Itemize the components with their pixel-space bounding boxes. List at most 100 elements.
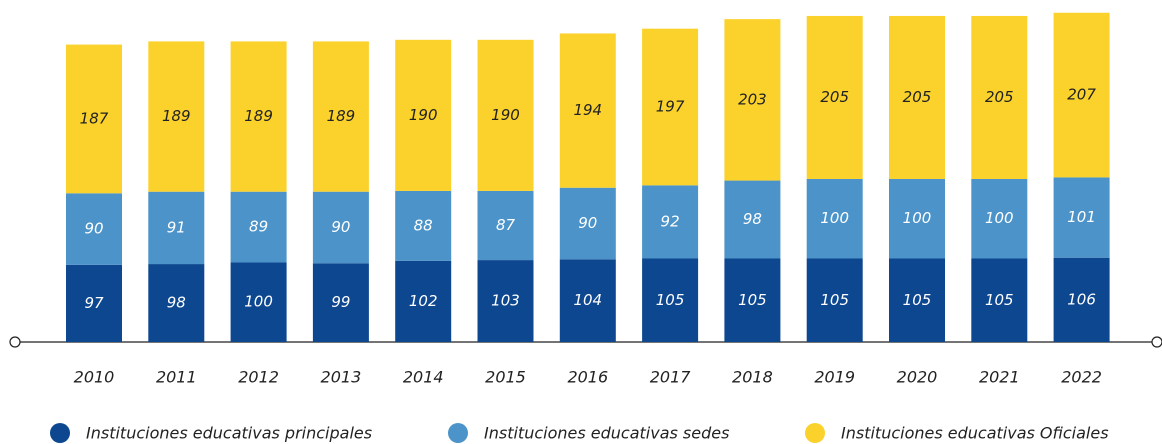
legend-swatch [448,423,468,443]
value-label: 105 [738,291,767,309]
value-label: 187 [80,109,109,127]
legend-label: Instituciones educativas sedes [484,424,729,443]
axis-end [9,336,21,348]
value-label: 88 [414,216,433,234]
axis-end [1151,336,1162,348]
bar-segment [724,19,781,181]
value-label: 205 [820,88,849,106]
value-label: 100 [985,209,1014,227]
x-tick-label: 2011 [156,368,197,387]
bar-segment [395,190,452,261]
value-label: 205 [985,88,1014,106]
bar-segment [395,260,452,342]
bar-segment [642,185,699,259]
bar-segment [806,178,863,259]
value-label: 189 [244,107,273,125]
x-tick-label: 2015 [485,368,526,387]
x-tick-label: 2013 [321,368,362,387]
legend-label: Instituciones educativas Oficiales [841,424,1109,443]
value-label: 105 [903,291,932,309]
value-label: 205 [903,88,932,106]
bar-segment [148,41,205,192]
bar-segment [1053,12,1110,178]
value-label: 87 [496,216,516,234]
bar-segment [312,263,369,342]
bar-segment [806,15,863,179]
bar-segment [395,39,452,191]
bar-segment [889,15,945,179]
value-label: 91 [167,218,186,236]
x-tick-label: 2021 [979,368,1020,387]
value-label: 90 [578,214,597,232]
bar-segment [724,258,781,342]
value-label: 203 [738,90,767,108]
bar-segment [971,15,1028,179]
bar-segment [312,191,369,264]
x-tick-label: 2010 [74,368,115,387]
bar-segment [889,178,945,259]
value-label: 99 [331,293,350,311]
x-tick-label: 2012 [238,368,279,387]
bar-segment [66,193,122,265]
bar-segment [148,264,205,342]
bar-segment [477,190,534,261]
value-label: 106 [1067,290,1096,308]
bar-segment [559,187,616,260]
x-tick-label: 2022 [1061,368,1102,387]
value-label: 103 [491,292,520,310]
x-tick-label: 2014 [403,368,444,387]
value-label: 92 [661,212,680,230]
value-label: 104 [573,291,602,309]
bar-segment [230,41,287,192]
bar-segment [806,258,863,342]
value-label: 207 [1067,86,1096,104]
value-label: 190 [491,106,520,124]
bar-segment [230,262,287,342]
bar-segment [559,259,616,342]
value-label: 189 [162,107,191,125]
value-label: 102 [409,292,438,310]
value-label: 105 [820,291,849,309]
x-tick-label: 2018 [732,368,773,387]
legend-swatch [805,423,825,443]
x-tick-label: 2017 [650,368,692,387]
bar-segment [642,258,699,342]
value-label: 105 [656,291,685,309]
bar-segment [1053,177,1110,258]
value-label: 100 [820,209,849,227]
bar-segment [642,28,699,186]
x-tick-label: 2019 [814,368,855,387]
value-label: 197 [656,98,685,116]
value-label: 194 [573,101,602,119]
bar-segment [559,33,616,188]
bar-segment [230,191,287,263]
bar-segment [971,178,1028,259]
value-label: 90 [331,218,350,236]
x-tick-label: 2016 [567,368,608,387]
bar-segment [889,258,945,342]
bar-segment [1053,257,1110,342]
value-label: 100 [903,209,932,227]
value-label: 105 [985,291,1014,309]
value-label: 89 [249,218,268,236]
bar-segment [148,191,205,265]
bar-segment [971,258,1028,342]
value-label: 189 [327,107,356,125]
legend-swatch [50,423,70,443]
value-label: 98 [167,294,186,312]
bar-segment [477,39,534,191]
value-label: 100 [244,293,273,311]
bar-segment [66,264,122,342]
value-label: 90 [84,220,103,238]
value-label: 190 [409,106,438,124]
value-label: 101 [1067,208,1096,226]
bar-segment [312,41,369,192]
value-label: 98 [743,210,762,228]
value-label: 97 [84,294,104,312]
legend-label: Instituciones educativas principales [86,424,372,443]
x-tick-label: 2020 [897,368,938,387]
bar-segment [66,44,122,194]
bar-segment [724,180,781,259]
bar-segment [477,260,534,342]
